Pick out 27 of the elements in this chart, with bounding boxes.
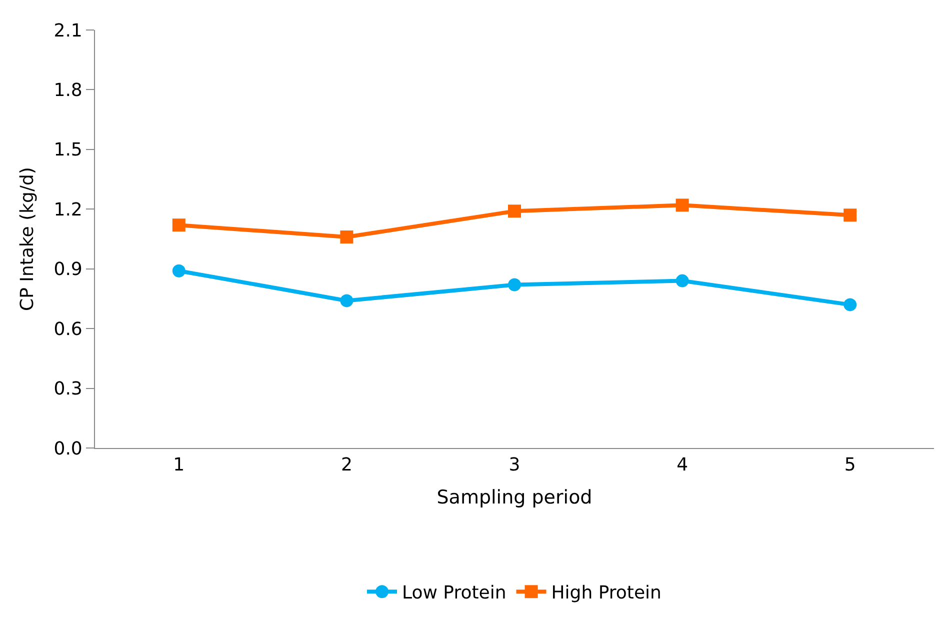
point bbox=[508, 278, 521, 292]
x-tick-label: 5 bbox=[844, 454, 856, 476]
y-tick-label: 0.9 bbox=[54, 259, 82, 280]
x-axis-title: Sampling period bbox=[436, 486, 592, 508]
point bbox=[508, 204, 521, 218]
point bbox=[172, 218, 186, 232]
legend-label: Low Protein bbox=[402, 582, 506, 604]
point bbox=[676, 198, 689, 212]
y-tick-label: 0.6 bbox=[54, 318, 82, 340]
y-tick-label: 1.5 bbox=[54, 140, 82, 161]
y-tick-label: 0.3 bbox=[54, 378, 82, 400]
x-tick-label: 3 bbox=[508, 454, 520, 476]
legend-label: High Protein bbox=[551, 582, 662, 604]
point bbox=[340, 230, 354, 244]
point bbox=[676, 274, 689, 288]
point bbox=[844, 208, 857, 222]
x-tick-label: 1 bbox=[173, 454, 185, 476]
point bbox=[844, 298, 857, 312]
y-tick-label: 1.8 bbox=[54, 80, 82, 102]
y-tick-label: 0.0 bbox=[54, 438, 82, 460]
point bbox=[340, 294, 354, 308]
x-tick-label: 2 bbox=[340, 454, 352, 476]
x-tick-label: 4 bbox=[676, 454, 688, 476]
point bbox=[172, 264, 186, 278]
y-tick-label: 2.1 bbox=[54, 20, 82, 42]
y-axis-title: CP Intake (kg/d) bbox=[16, 167, 38, 311]
y-tick-label: 1.2 bbox=[54, 199, 82, 220]
